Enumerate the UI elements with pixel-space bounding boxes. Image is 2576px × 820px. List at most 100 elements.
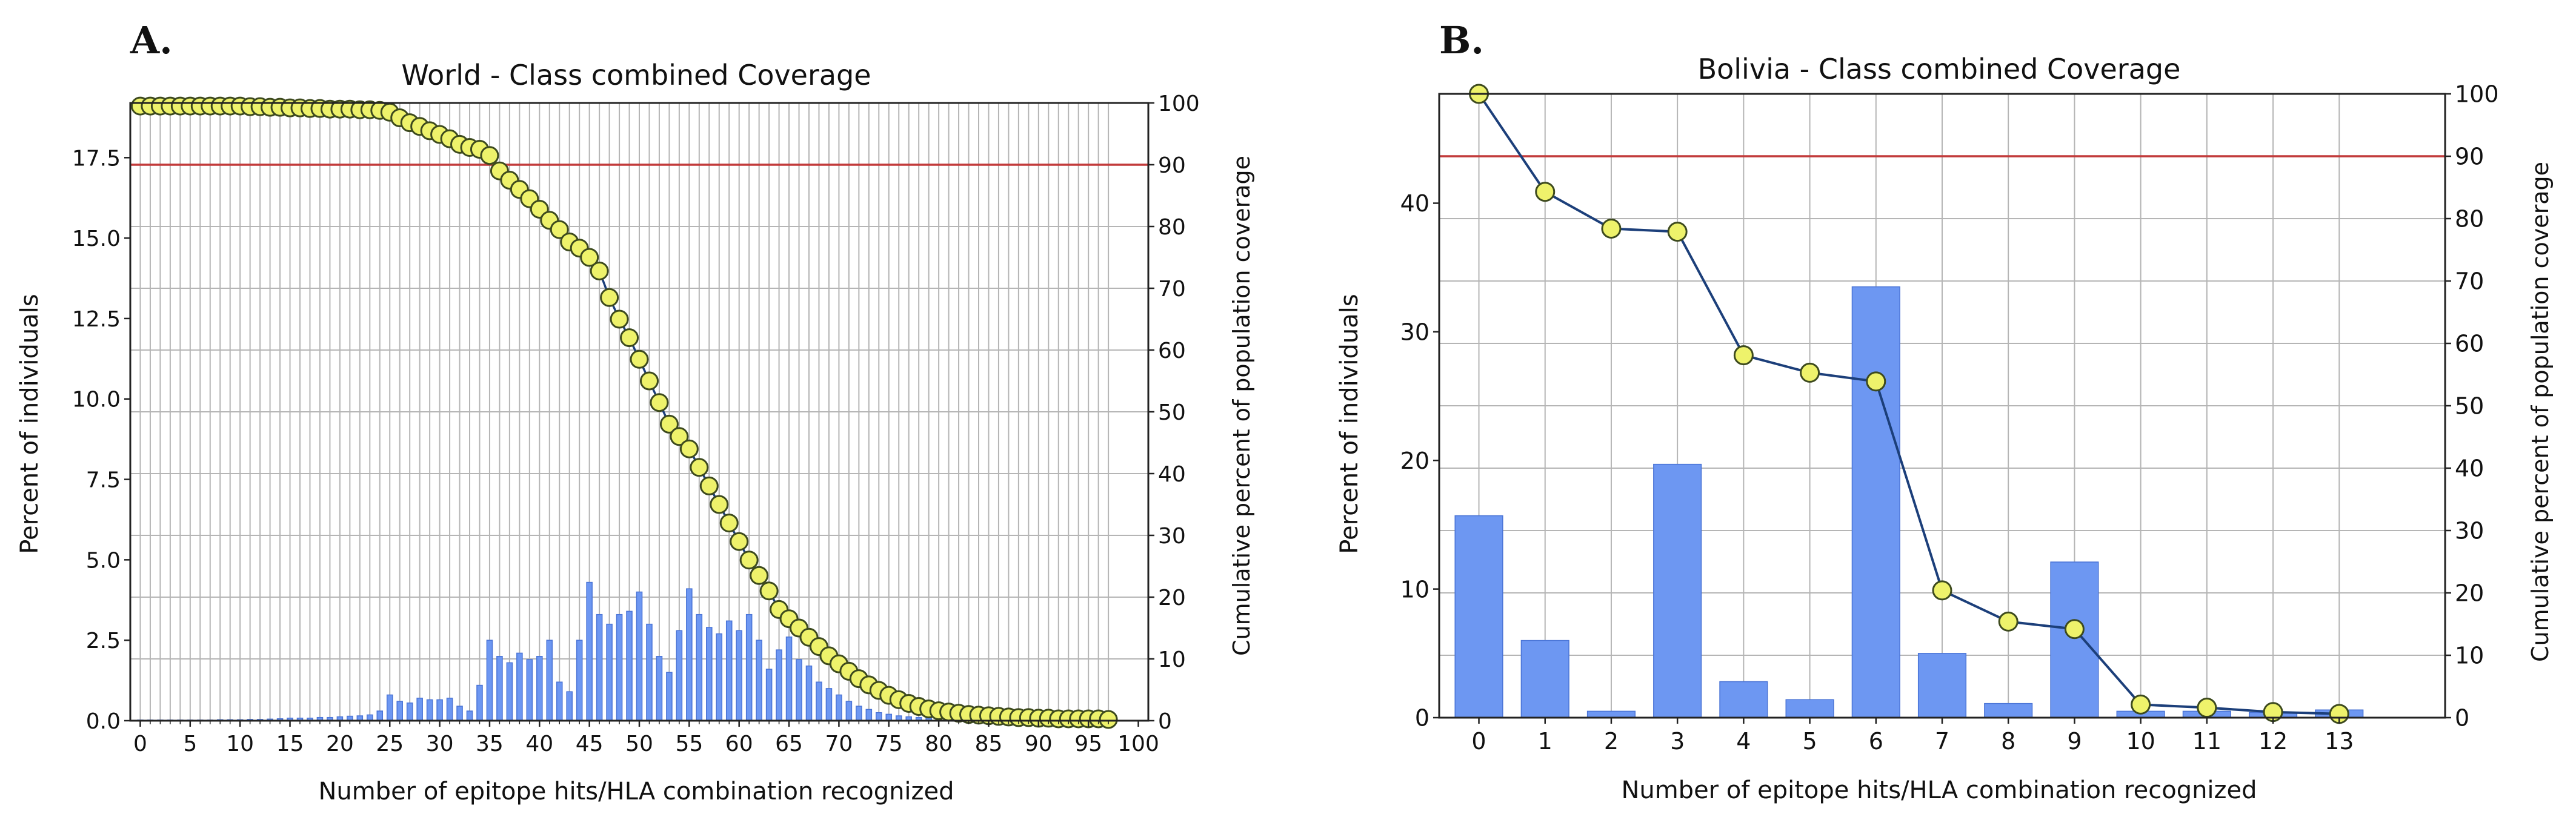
panel-a-bar bbox=[865, 709, 873, 721]
panel-b-title: Bolivia - Class combined Coverage bbox=[1698, 53, 2181, 85]
panel-a-x-tick-label: 60 bbox=[725, 732, 753, 756]
panel-a-bar bbox=[406, 703, 413, 721]
panel-a-y2-tick-label: 80 bbox=[1158, 215, 1186, 240]
panel-a-bar bbox=[856, 706, 862, 721]
panel-a-bar bbox=[696, 613, 703, 721]
panel-b-y2-tick-label: 70 bbox=[2455, 268, 2484, 295]
panel-b-cumulative-point bbox=[2064, 619, 2085, 640]
panel-b-x-tick-label: 6 bbox=[1869, 728, 1883, 755]
panel-b-x-tick-label: 5 bbox=[1802, 728, 1817, 755]
panel-a-bar bbox=[836, 694, 842, 721]
panel-b-bar bbox=[2050, 561, 2099, 718]
panel-b-cumulative-point bbox=[1733, 345, 1754, 366]
panel-b-cumulative-point bbox=[1866, 371, 1886, 392]
panel-b-label: B. bbox=[1439, 18, 1484, 62]
panel-a-x-tick-label: 35 bbox=[476, 732, 504, 756]
panel-a-bar bbox=[416, 698, 423, 721]
panel-a-bar bbox=[885, 713, 893, 721]
panel-a-bar bbox=[546, 640, 553, 721]
panel-b-xlabel: Number of epitope hits/HLA combination r… bbox=[1621, 776, 2257, 804]
panel-a-bar bbox=[745, 613, 753, 721]
panel-b-cumulative-point bbox=[1800, 362, 1820, 383]
panel-a-bar bbox=[686, 588, 693, 721]
panel-b-x-tick-label: 3 bbox=[1670, 728, 1685, 755]
panel-b-cumulative-line bbox=[1477, 93, 2340, 715]
panel-a-y-tick-label: 7.5 bbox=[86, 468, 121, 493]
panel-a-bar bbox=[446, 698, 453, 721]
panel-a-bar bbox=[765, 669, 773, 721]
panel-a-y-tick-label: 0.0 bbox=[86, 709, 121, 734]
panel-a-y-tick-label: 10.0 bbox=[72, 388, 121, 412]
panel-a-x-tick-label: 95 bbox=[1074, 732, 1102, 756]
panel-a-cumulative-point bbox=[699, 476, 719, 495]
panel-a-y2-tick-label: 0 bbox=[1158, 709, 1172, 734]
panel-a-bar bbox=[676, 630, 683, 721]
panel-a-y-tick-label: 15.0 bbox=[72, 226, 121, 251]
panel-b-x-tick-label: 0 bbox=[1471, 728, 1486, 755]
panel-a-y2-tick-label: 90 bbox=[1158, 153, 1186, 178]
panel-a-bar bbox=[376, 710, 384, 721]
panel-a-bar bbox=[466, 710, 473, 721]
panel-a-bar bbox=[516, 652, 523, 721]
panel-a: A. World - Class combined Coverage Numbe… bbox=[16, 18, 1255, 805]
panel-b-y2-tick-label: 80 bbox=[2455, 206, 2484, 233]
panel-b-x-tick-label: 7 bbox=[1935, 728, 1949, 755]
panel-b-markers bbox=[1469, 84, 2349, 724]
panel-a-label: A. bbox=[130, 18, 173, 62]
panel-a-y-ticks: 0.0 2.5 5.0 7.5 10.0 12.5 15.0 17.5 bbox=[72, 146, 130, 734]
panel-b-cumulative-point bbox=[1535, 182, 1556, 202]
panel-a-y2-tick-label: 50 bbox=[1158, 400, 1186, 425]
panel-a-bar bbox=[566, 691, 573, 721]
panel-a-bar bbox=[666, 672, 673, 721]
panel-b-y2-ticks: 0 10 20 30 40 50 60 70 80 90 100 bbox=[2445, 81, 2499, 732]
panel-a-cumulative-point bbox=[710, 495, 729, 514]
panel-b-cumulative-point bbox=[1601, 218, 1622, 239]
panel-a-cumulative-point bbox=[580, 248, 599, 267]
panel-b-grid bbox=[1439, 93, 2445, 718]
panel-b-x-tick-label: 11 bbox=[2192, 728, 2222, 755]
panel-a-bar bbox=[736, 630, 742, 721]
panel-b-cumulative-point bbox=[1998, 611, 2019, 632]
panel-a-bar bbox=[606, 623, 613, 721]
panel-a-y2-tick-label: 30 bbox=[1158, 524, 1186, 549]
panel-b-ylabel: Percent of individuals bbox=[1336, 294, 1363, 554]
panel-b-y2label: Cumulative percent of population coverag… bbox=[2527, 162, 2554, 662]
panel-a-cumulative-point bbox=[480, 146, 499, 165]
panel-a-y-tick-label: 5.0 bbox=[86, 548, 121, 573]
panel-a-x-tick-label: 15 bbox=[276, 732, 304, 756]
panel-a-x-tick-label: 75 bbox=[875, 732, 903, 756]
panel-b-y-ticks: 0 10 20 30 40 bbox=[1400, 190, 1439, 732]
panel-a-x-tick-label: 40 bbox=[525, 732, 553, 756]
panel-a-cumulative-point bbox=[670, 427, 689, 446]
panel-b-y-tick-label: 40 bbox=[1400, 190, 1429, 217]
panel-b-y2-tick-label: 40 bbox=[2455, 455, 2484, 482]
panel-a-cumulative-point bbox=[719, 514, 739, 533]
panel-a-bar bbox=[845, 701, 853, 721]
panel-a-grid bbox=[130, 102, 1148, 721]
panel-b: B. Bolivia - Class combined Coverage Num… bbox=[1336, 18, 2554, 804]
panel-a-bar bbox=[386, 694, 393, 721]
panel-a-bar bbox=[776, 649, 782, 721]
panel-a-x-tick-label: 80 bbox=[925, 732, 953, 756]
panel-a-cumulative-point bbox=[550, 220, 569, 239]
panel-b-cumulative-point bbox=[2131, 694, 2151, 715]
panel-b-bar bbox=[1851, 286, 1900, 718]
panel-a-x-tick-label: 70 bbox=[825, 732, 853, 756]
panel-a-plot: 0 5 10 15 20 25 30 35 40 45 50 55 60 65 70 75 80 85 90 95 10… bbox=[72, 91, 1200, 756]
panel-a-bar bbox=[476, 684, 483, 721]
panel-a-y-tick-label: 17.5 bbox=[72, 146, 121, 171]
panel-b-x-tick-label: 4 bbox=[1736, 728, 1751, 755]
panel-a-y2-tick-label: 20 bbox=[1158, 586, 1186, 610]
panel-a-y2-tick-label: 100 bbox=[1158, 91, 1200, 116]
panel-a-y2-tick-label: 70 bbox=[1158, 277, 1186, 302]
panel-a-x-tick-label: 50 bbox=[625, 732, 653, 756]
panel-b-cumulative-point bbox=[1667, 222, 1688, 242]
panel-b-y-tick-label: 30 bbox=[1400, 319, 1429, 346]
panel-a-y-tick-label: 12.5 bbox=[72, 307, 121, 332]
panel-b-bar bbox=[1586, 710, 1636, 718]
panel-a-bar bbox=[456, 706, 463, 721]
panel-a-bar bbox=[876, 712, 882, 721]
panel-b-x-tick-label: 9 bbox=[2067, 728, 2082, 755]
panel-a-cumulative-point bbox=[730, 532, 749, 551]
